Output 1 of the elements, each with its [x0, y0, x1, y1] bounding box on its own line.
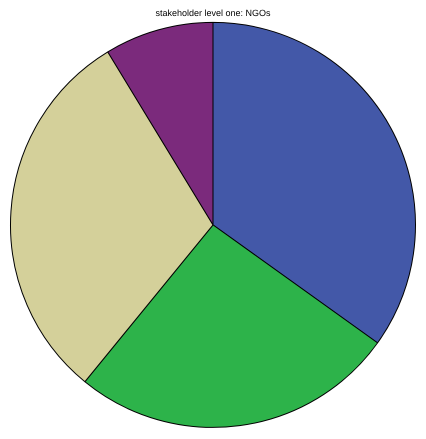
chart-title: stakeholder level one: NGOs [155, 8, 272, 18]
